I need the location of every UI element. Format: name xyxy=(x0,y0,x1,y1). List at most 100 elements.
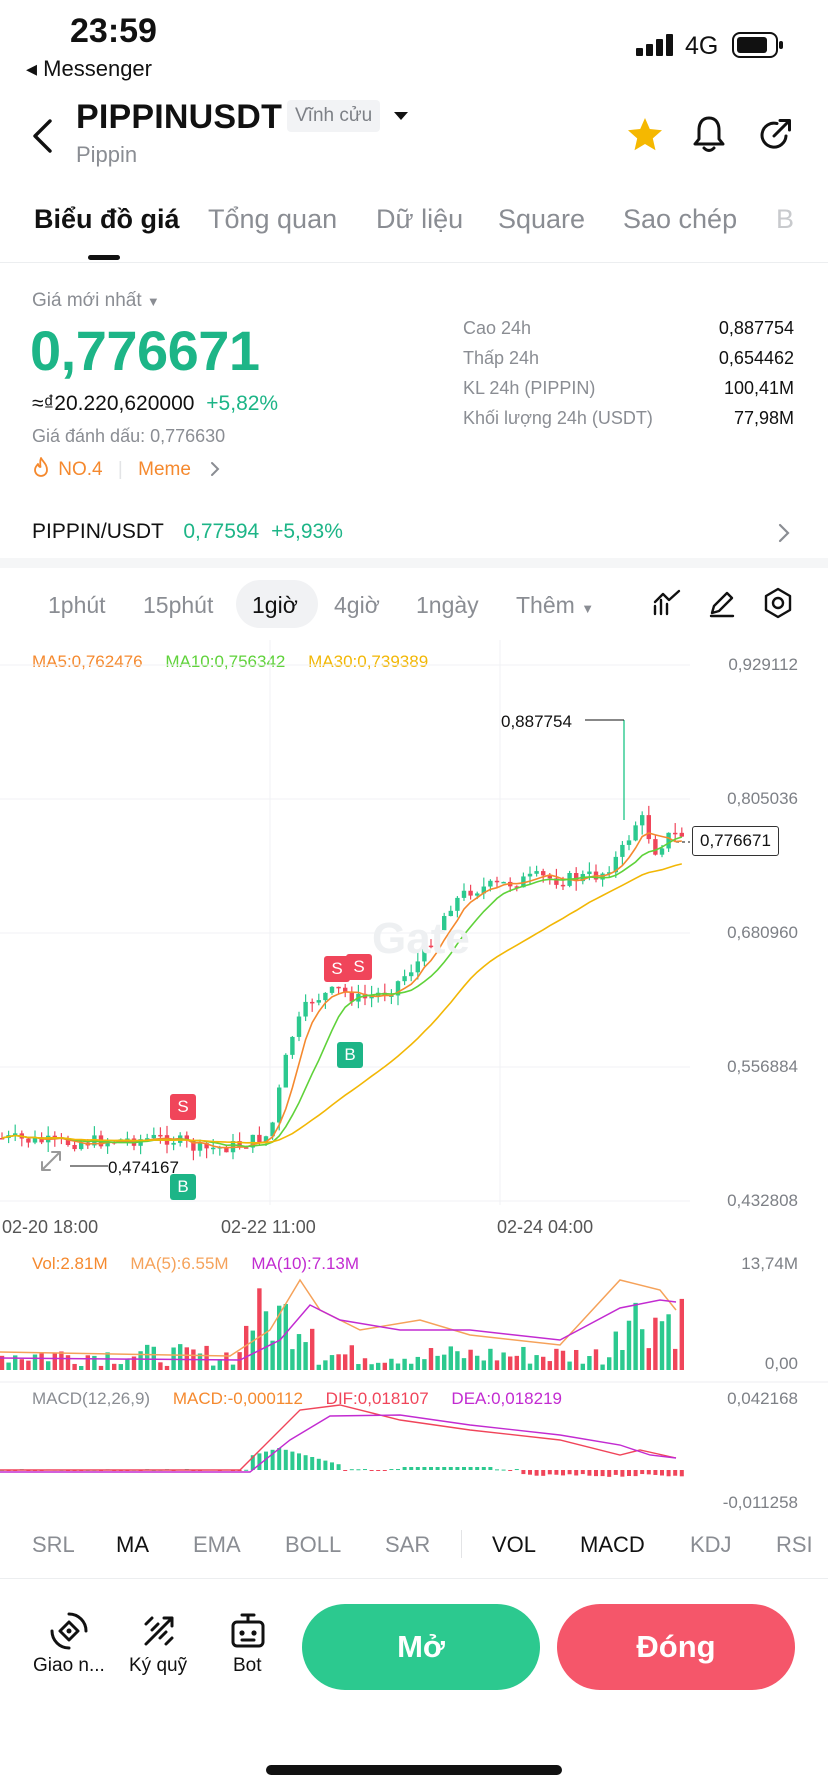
back-icon[interactable] xyxy=(30,118,56,159)
volume-bar xyxy=(316,1364,321,1370)
volume-bar xyxy=(65,1355,71,1370)
volume-bar xyxy=(349,1345,354,1370)
candle-body xyxy=(461,890,467,898)
price-chart[interactable] xyxy=(0,640,828,1520)
macd-params: MACD(12,26,9) xyxy=(32,1389,151,1408)
macd-histogram-bar xyxy=(270,1449,275,1470)
candle-body xyxy=(547,875,552,879)
contract-type-tag[interactable]: Vĩnh cửu xyxy=(287,100,381,132)
tab-more[interactable]: B xyxy=(776,204,795,234)
stat-label-vol-quote: Khối lượng 24h (USDT) xyxy=(463,408,653,428)
volume-bar xyxy=(197,1353,203,1370)
volume-bar xyxy=(19,1359,24,1370)
macd-histogram-bar xyxy=(521,1470,526,1475)
settings-icon[interactable] xyxy=(763,587,793,624)
tab-data[interactable]: Dữ liệu xyxy=(376,204,464,234)
timeframe-4h[interactable]: 4giờ xyxy=(334,592,380,618)
bot-label[interactable]: Bot xyxy=(233,1655,262,1676)
spot-chevron-icon[interactable] xyxy=(778,523,790,548)
candle-body xyxy=(13,1133,18,1136)
volume-bar xyxy=(481,1360,486,1370)
share-icon[interactable] xyxy=(756,116,794,159)
volume-bar xyxy=(593,1349,599,1370)
volume-bar xyxy=(270,1340,275,1370)
spot-row[interactable]: PIPPIN/USDT 0,77594 +5,93% xyxy=(32,520,343,544)
tab-square[interactable]: Square xyxy=(498,204,586,234)
margin-icon[interactable] xyxy=(138,1610,180,1652)
volume-bar xyxy=(46,1361,51,1370)
volume-bar xyxy=(382,1362,387,1370)
open-position-button[interactable]: Mở xyxy=(302,1604,540,1690)
indicator-srl[interactable]: SRL xyxy=(32,1532,75,1557)
candle-body xyxy=(666,832,671,849)
indicator-boll[interactable]: BOLL xyxy=(285,1532,342,1557)
back-to-messenger[interactable]: ◂ Messenger xyxy=(26,56,152,81)
sell-signal: S xyxy=(170,1094,196,1120)
trade-label[interactable]: Giao n... xyxy=(33,1655,105,1676)
low-marker: 0,474167 xyxy=(108,1158,179,1177)
indicator-macd[interactable]: MACD xyxy=(580,1532,645,1557)
candle-body xyxy=(541,871,546,876)
volume-bar xyxy=(59,1351,64,1370)
macd-histogram-bar xyxy=(587,1470,592,1476)
macd-histogram-bar xyxy=(574,1470,579,1476)
timeframe-1d[interactable]: 1ngày xyxy=(416,592,479,618)
margin-label[interactable]: Ký quỹ xyxy=(129,1655,188,1676)
vol-ma5-line xyxy=(0,1278,677,1357)
buy-signal: B xyxy=(170,1174,196,1200)
indicator-kdj[interactable]: KDJ xyxy=(690,1532,732,1557)
tab-copy[interactable]: Sao chép xyxy=(623,204,738,234)
timeframe-1h[interactable]: 1giờ xyxy=(252,592,298,618)
candle-body xyxy=(39,1137,44,1143)
draw-icon[interactable] xyxy=(707,588,737,623)
volume-bar xyxy=(184,1347,189,1370)
rank-separator: | xyxy=(117,459,123,480)
volume-bar xyxy=(217,1359,222,1370)
expand-icon[interactable] xyxy=(38,1148,64,1179)
timeframe-15m[interactable]: 15phút xyxy=(143,592,214,618)
contract-dropdown-icon[interactable] xyxy=(392,109,410,127)
volume-bar xyxy=(39,1353,44,1370)
candle-body xyxy=(402,976,407,982)
stat-value-high: 0,887754 xyxy=(718,318,794,338)
candle-body xyxy=(343,987,348,992)
spot-pair: PIPPIN/USDT xyxy=(32,520,164,543)
volume-bar xyxy=(145,1344,150,1370)
tab-chart[interactable]: Biểu đồ giá xyxy=(34,204,180,234)
volume-bar xyxy=(125,1359,130,1370)
star-icon[interactable] xyxy=(626,116,664,157)
macd-histogram-bar xyxy=(396,1469,400,1471)
indicator-icon[interactable] xyxy=(652,588,682,623)
last-price-label[interactable]: Giá mới nhất ▼ xyxy=(32,290,160,312)
indicator-rsi[interactable]: RSI xyxy=(776,1532,813,1557)
indicator-ma[interactable]: MA xyxy=(116,1532,149,1557)
volume-bar xyxy=(26,1360,31,1370)
volume-bar xyxy=(613,1331,618,1370)
timeframe-more[interactable]: Thêm ▼ xyxy=(516,592,594,619)
volume-bar xyxy=(428,1348,434,1370)
y-tick: 0,556884 xyxy=(727,1057,798,1076)
tab-overview[interactable]: Tổng quan xyxy=(208,204,338,234)
close-position-button[interactable]: Đóng xyxy=(557,1604,795,1690)
volume-bar xyxy=(633,1302,638,1370)
indicator-vol[interactable]: VOL xyxy=(492,1532,537,1557)
ma10-line xyxy=(1,836,683,1148)
candle-body xyxy=(494,880,500,883)
bot-icon[interactable] xyxy=(227,1610,269,1652)
ma5-line xyxy=(1,832,682,1149)
bell-icon[interactable] xyxy=(692,114,726,159)
candle-body xyxy=(290,1036,295,1055)
volume-bar xyxy=(277,1305,282,1370)
trade-icon[interactable] xyxy=(48,1610,90,1652)
rank-row[interactable]: NO.4 | Meme xyxy=(32,457,220,484)
macd-histogram-bar xyxy=(389,1469,394,1471)
ma-legend: MA5:0,762476 MA10:0,756342 MA30:0,739389 xyxy=(32,652,428,672)
vol-legend: Vol:2.81M MA(5):6.55M MA(10):7.13M xyxy=(32,1254,359,1274)
indicator-ema[interactable]: EMA xyxy=(193,1532,241,1557)
volume-bar xyxy=(435,1355,440,1370)
macd-histogram-bar xyxy=(462,1467,466,1470)
macd-histogram-bar xyxy=(349,1469,354,1471)
indicator-sar[interactable]: SAR xyxy=(385,1532,431,1557)
candle-body xyxy=(468,890,473,896)
timeframe-1m[interactable]: 1phút xyxy=(48,592,106,618)
